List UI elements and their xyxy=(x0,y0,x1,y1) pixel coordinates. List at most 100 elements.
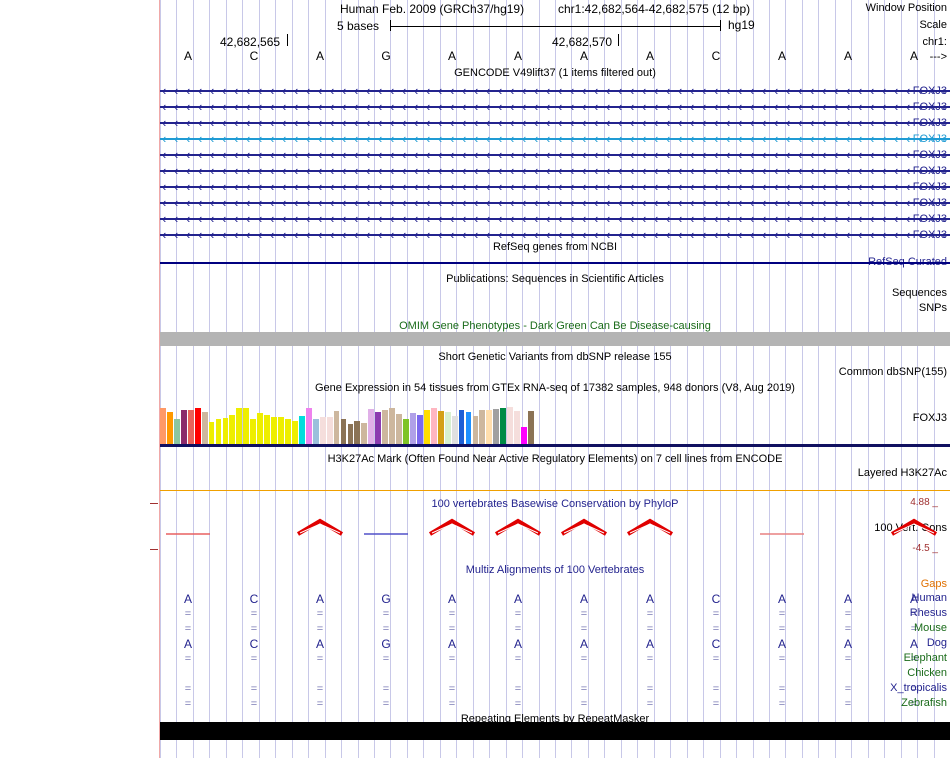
gtex-tissue-bar[interactable] xyxy=(507,407,514,444)
gtex-tissue-bar[interactable] xyxy=(257,413,264,444)
gtex-tissue-bar[interactable] xyxy=(500,408,507,444)
multiz-species-row[interactable]: = = = = = = = = = = = = xyxy=(160,622,950,637)
gene-row[interactable]: ‹ ‹ ‹ ‹ ‹ ‹ ‹ ‹ ‹ ‹ ‹ ‹ ‹ ‹ ‹ ‹ ‹ ‹ ‹ ‹ ‹ ‹ ‹ ‹ ‹ ‹ ‹ ‹ ‹ ‹ ‹ ‹ ‹ ‹ ‹ ‹ ‹ ‹ ‹ ‹… xyxy=(160,164,950,177)
gtex-tissue-bar[interactable] xyxy=(180,410,187,444)
gene-row[interactable]: ‹ ‹ ‹ ‹ ‹ ‹ ‹ ‹ ‹ ‹ ‹ ‹ ‹ ‹ ‹ ‹ ‹ ‹ ‹ ‹ ‹ ‹ ‹ ‹ ‹ ‹ ‹ ‹ ‹ ‹ ‹ ‹ ‹ ‹ ‹ ‹ ‹ ‹ ‹ ‹… xyxy=(160,148,950,161)
gtex-tissue-bar[interactable] xyxy=(347,424,354,444)
gaps-label[interactable]: Gaps xyxy=(920,578,947,590)
common-dbsnp-label[interactable]: Common dbSNP(155) xyxy=(838,366,947,378)
repeatmasker-band[interactable] xyxy=(160,722,950,740)
phylop-conservation-plot[interactable] xyxy=(160,490,950,555)
gtex-tissue-bar[interactable] xyxy=(166,412,173,444)
gtex-tissue-bar[interactable] xyxy=(465,412,472,444)
gtex-tissue-bar[interactable] xyxy=(396,414,402,444)
gtex-tissue-bar[interactable] xyxy=(361,423,368,444)
gtex-tissue-bar[interactable] xyxy=(333,411,340,444)
gtex-tissue-bar[interactable] xyxy=(187,410,194,444)
gtex-tissue-bar[interactable] xyxy=(354,421,361,444)
gene-row-label[interactable]: FOXJ3 xyxy=(912,117,947,129)
gtex-tissue-bar[interactable] xyxy=(250,419,257,444)
gtex-gene-label[interactable]: FOXJ3 xyxy=(912,412,947,424)
gtex-tissue-bar[interactable] xyxy=(201,412,208,444)
gtex-tissue-bar[interactable] xyxy=(472,416,479,444)
gtex-tissue-bar[interactable] xyxy=(243,408,250,444)
sequences-label[interactable]: Sequences xyxy=(891,287,947,299)
gtex-tissue-bar[interactable] xyxy=(521,427,527,444)
gene-row-label[interactable]: FOXJ3 xyxy=(912,213,947,225)
multiz-species-row[interactable]: = = = = = = = = = = = = xyxy=(160,697,950,712)
gtex-tissue-bar[interactable] xyxy=(305,408,312,444)
gtex-tissue-bar[interactable] xyxy=(215,419,222,444)
gtex-tissue-bar[interactable] xyxy=(486,410,493,444)
gtex-expression-barchart[interactable] xyxy=(160,396,950,444)
gene-row[interactable]: ‹ ‹ ‹ ‹ ‹ ‹ ‹ ‹ ‹ ‹ ‹ ‹ ‹ ‹ ‹ ‹ ‹ ‹ ‹ ‹ ‹ ‹ ‹ ‹ ‹ ‹ ‹ ‹ ‹ ‹ ‹ ‹ ‹ ‹ ‹ ‹ ‹ ‹ ‹ ‹… xyxy=(160,196,950,209)
position-text[interactable]: chr1:42,682,564-42,682,575 (12 bp) xyxy=(558,2,751,16)
gene-row-label[interactable]: FOXJ3 xyxy=(912,101,947,113)
gtex-tissue-bar[interactable] xyxy=(479,410,486,444)
multiz-species-label[interactable]: X_tropicalis xyxy=(890,682,947,694)
gene-row-label[interactable]: FOXJ3 xyxy=(912,149,947,161)
multiz-species-label[interactable]: Rhesus xyxy=(909,607,947,619)
gtex-tissue-bar[interactable] xyxy=(416,415,423,444)
gene-row[interactable]: ‹ ‹ ‹ ‹ ‹ ‹ ‹ ‹ ‹ ‹ ‹ ‹ ‹ ‹ ‹ ‹ ‹ ‹ ‹ ‹ ‹ ‹ ‹ ‹ ‹ ‹ ‹ ‹ ‹ ‹ ‹ ‹ ‹ ‹ ‹ ‹ ‹ ‹ ‹ ‹… xyxy=(160,228,950,241)
gtex-tissue-bar[interactable] xyxy=(264,415,270,444)
multiz-species-label[interactable]: Mouse xyxy=(913,622,947,634)
gtex-tissue-bar[interactable] xyxy=(403,419,409,444)
refseq-curated-line[interactable] xyxy=(160,262,950,264)
gtex-tissue-bar[interactable] xyxy=(173,419,180,444)
multiz-species-label[interactable]: Chicken xyxy=(907,667,947,679)
gtex-tissue-bar[interactable] xyxy=(389,408,395,444)
gene-row[interactable]: ‹ ‹ ‹ ‹ ‹ ‹ ‹ ‹ ‹ ‹ ‹ ‹ ‹ ‹ ‹ ‹ ‹ ‹ ‹ ‹ ‹ ‹ ‹ ‹ ‹ ‹ ‹ ‹ ‹ ‹ ‹ ‹ ‹ ‹ ‹ ‹ ‹ ‹ ‹ ‹… xyxy=(160,132,950,145)
gtex-tissue-bar[interactable] xyxy=(319,417,326,444)
gtex-tissue-bar[interactable] xyxy=(382,410,389,444)
gene-row-label[interactable]: FOXJ3 xyxy=(912,165,947,177)
gtex-tissue-bar[interactable] xyxy=(222,418,229,444)
gtex-tissue-bar[interactable] xyxy=(326,417,333,444)
multiz-species-label[interactable]: Dog xyxy=(926,637,947,649)
gtex-tissue-bar[interactable] xyxy=(194,408,201,444)
gtex-tissue-bar[interactable] xyxy=(278,417,284,444)
multiz-species-row[interactable]: = = = = = = = = = = = = xyxy=(160,652,950,667)
snps-label[interactable]: SNPs xyxy=(918,302,947,314)
multiz-species-label[interactable]: Elephant xyxy=(903,652,947,664)
gtex-tissue-bar[interactable] xyxy=(444,412,451,444)
gene-row[interactable]: ‹ ‹ ‹ ‹ ‹ ‹ ‹ ‹ ‹ ‹ ‹ ‹ ‹ ‹ ‹ ‹ ‹ ‹ ‹ ‹ ‹ ‹ ‹ ‹ ‹ ‹ ‹ ‹ ‹ ‹ ‹ ‹ ‹ ‹ ‹ ‹ ‹ ‹ ‹ ‹… xyxy=(160,100,950,113)
multiz-species-row[interactable]: = = = = = = = = = = = = xyxy=(160,607,950,622)
gene-row-label[interactable]: FOXJ3 xyxy=(912,133,947,145)
multiz-species-row[interactable]: = = = = = = = = = = = = xyxy=(160,682,950,697)
gene-row-label[interactable]: FOXJ3 xyxy=(912,229,947,241)
gtex-tissue-bar[interactable] xyxy=(423,410,430,444)
gtex-tissue-bar[interactable] xyxy=(312,419,319,444)
gtex-tissue-bar[interactable] xyxy=(298,416,305,444)
gene-row-label[interactable]: FOXJ3 xyxy=(912,197,947,209)
gtex-tissue-bar[interactable] xyxy=(437,411,444,444)
gtex-tissue-bar[interactable] xyxy=(291,421,298,444)
gene-row[interactable]: ‹ ‹ ‹ ‹ ‹ ‹ ‹ ‹ ‹ ‹ ‹ ‹ ‹ ‹ ‹ ‹ ‹ ‹ ‹ ‹ ‹ ‹ ‹ ‹ ‹ ‹ ‹ ‹ ‹ ‹ ‹ ‹ ‹ ‹ ‹ ‹ ‹ ‹ ‹ ‹… xyxy=(160,212,950,225)
gene-row[interactable]: ‹ ‹ ‹ ‹ ‹ ‹ ‹ ‹ ‹ ‹ ‹ ‹ ‹ ‹ ‹ ‹ ‹ ‹ ‹ ‹ ‹ ‹ ‹ ‹ ‹ ‹ ‹ ‹ ‹ ‹ ‹ ‹ ‹ ‹ ‹ ‹ ‹ ‹ ‹ ‹… xyxy=(160,180,950,193)
gtex-tissue-bar[interactable] xyxy=(410,413,416,444)
gtex-tissue-bar[interactable] xyxy=(451,416,458,444)
gtex-tissue-bar[interactable] xyxy=(528,411,534,444)
gtex-tissue-bar[interactable] xyxy=(208,422,215,444)
gtex-tissue-bar[interactable] xyxy=(458,410,465,444)
gtex-tissue-bar[interactable] xyxy=(236,408,243,444)
gtex-tissue-bar[interactable] xyxy=(160,408,166,444)
gtex-tissue-bar[interactable] xyxy=(340,419,347,444)
gene-row[interactable]: ‹ ‹ ‹ ‹ ‹ ‹ ‹ ‹ ‹ ‹ ‹ ‹ ‹ ‹ ‹ ‹ ‹ ‹ ‹ ‹ ‹ ‹ ‹ ‹ ‹ ‹ ‹ ‹ ‹ ‹ ‹ ‹ ‹ ‹ ‹ ‹ ‹ ‹ ‹ ‹… xyxy=(160,84,950,97)
omim-gene-band[interactable] xyxy=(160,332,950,346)
gtex-tissue-bar[interactable] xyxy=(430,408,437,444)
multiz-species-label[interactable]: Human xyxy=(911,592,947,604)
gtex-tissue-bar[interactable] xyxy=(271,417,277,444)
layered-h3k27ac-label[interactable]: Layered H3K27Ac xyxy=(857,467,947,479)
gtex-tissue-bar[interactable] xyxy=(368,409,375,444)
gene-row[interactable]: ‹ ‹ ‹ ‹ ‹ ‹ ‹ ‹ ‹ ‹ ‹ ‹ ‹ ‹ ‹ ‹ ‹ ‹ ‹ ‹ ‹ ‹ ‹ ‹ ‹ ‹ ‹ ‹ ‹ ‹ ‹ ‹ ‹ ‹ ‹ ‹ ‹ ‹ ‹ ‹… xyxy=(160,116,950,129)
gtex-tissue-bar[interactable] xyxy=(285,419,291,444)
gtex-tissue-bar[interactable] xyxy=(375,412,382,444)
multiz-species-label[interactable]: Zebrafish xyxy=(901,697,947,709)
gene-row-label[interactable]: FOXJ3 xyxy=(912,181,947,193)
gtex-tissue-bar[interactable] xyxy=(229,415,236,444)
gtex-tissue-bar[interactable] xyxy=(493,409,500,444)
gene-row-label[interactable]: FOXJ3 xyxy=(912,85,947,97)
